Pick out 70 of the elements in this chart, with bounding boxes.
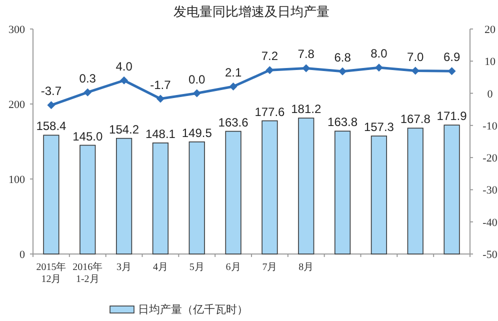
data-label: 177.6 — [254, 104, 286, 119]
bar — [225, 130, 242, 254]
bar — [116, 138, 132, 254]
data-label: 148.1 — [145, 126, 176, 141]
x-tick-label: 2016年 1-2月 — [72, 261, 103, 285]
x-tick-label: 3月 — [116, 262, 132, 273]
data-label: 181.2 — [291, 102, 322, 116]
data-label: 149.5 — [182, 126, 212, 140]
data-label: 0.3 — [79, 71, 96, 86]
data-label: 8.0 — [370, 46, 388, 61]
y-tick-label: 100 — [8, 174, 26, 186]
bar — [298, 118, 314, 254]
point — [411, 66, 420, 75]
data-label: 7.8 — [298, 47, 315, 62]
data-label: 171.9 — [436, 109, 468, 124]
data-label: 7.2 — [261, 49, 278, 64]
bar — [80, 144, 96, 254]
data-label: 145.0 — [72, 129, 103, 144]
point — [448, 67, 456, 76]
point — [266, 66, 274, 74]
point — [84, 88, 92, 96]
point — [47, 101, 56, 110]
data-label: 154.2 — [109, 122, 140, 136]
y-tick-label: 0 — [20, 249, 26, 261]
x-tick-label: 2015年 12月 — [36, 261, 66, 285]
data-label: -1.7 — [150, 78, 172, 92]
data-label: 167.8 — [400, 112, 431, 126]
y2-tick-label: -50 — [482, 249, 498, 261]
bar — [262, 120, 278, 254]
x-tick-label: 6月 — [226, 262, 241, 273]
x-tick-label: 4月 — [152, 262, 168, 273]
x-tick-label: 8月 — [298, 262, 314, 273]
point — [338, 67, 347, 76]
point — [374, 64, 383, 72]
bar — [152, 142, 169, 254]
y2-tick-label: -40 — [482, 216, 498, 229]
data-label: 163.6 — [218, 115, 249, 130]
data-label: 6.8 — [334, 50, 352, 64]
x-tick-label: 5月 — [189, 262, 204, 273]
data-label: 7.0 — [407, 50, 424, 64]
bar — [43, 134, 60, 254]
data-label: 6.9 — [443, 50, 460, 64]
bar — [188, 141, 205, 254]
y2-tick-label: 20 — [484, 24, 496, 36]
bar — [370, 136, 388, 254]
y2-tick-label: -20 — [482, 152, 498, 165]
bar — [407, 128, 424, 254]
data-label: 2.1 — [224, 66, 242, 80]
y2-tick-label: -30 — [482, 184, 498, 197]
data-label: 157.3 — [364, 120, 394, 134]
y-tick-label: 200 — [8, 99, 26, 111]
data-label: 158.4 — [36, 119, 67, 134]
y2-tick-label: -10 — [482, 120, 498, 132]
data-label: -3.7 — [40, 84, 62, 98]
y-tick-label: 300 — [8, 24, 26, 36]
y2-tick-label: 10 — [484, 56, 496, 68]
point — [302, 64, 310, 72]
legend-label: 日均产量（亿千瓦时） — [138, 303, 248, 316]
x-tick-label: 7月 — [262, 262, 278, 273]
data-label: 4.0 — [116, 59, 133, 74]
point — [156, 94, 164, 103]
bar — [334, 130, 351, 254]
point — [120, 76, 128, 84]
bar — [444, 124, 460, 254]
data-label: 0.0 — [188, 72, 206, 86]
y2-tick-label: 0 — [487, 88, 494, 100]
point — [229, 82, 238, 91]
chart-title: 发电量同比增速及日均产量 — [174, 4, 330, 19]
point — [192, 89, 201, 98]
data-label: 163.8 — [328, 115, 358, 130]
